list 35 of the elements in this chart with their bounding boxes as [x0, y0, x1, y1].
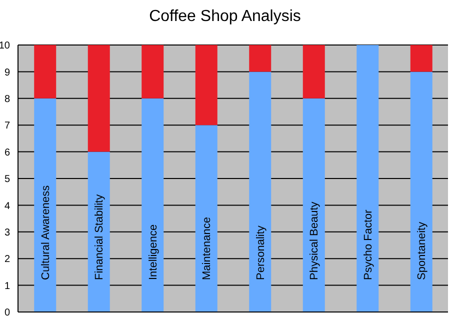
bar	[195, 125, 218, 312]
y-tick-label: 9	[4, 67, 10, 78]
y-tick-label: 7	[4, 120, 10, 132]
bar	[142, 45, 164, 98]
bar	[249, 72, 272, 312]
y-tick-label: 10	[0, 40, 10, 52]
chart-title: Coffee Shop Analysis	[148, 8, 302, 26]
x-tick-label: Financial Stability	[94, 194, 106, 280]
y-tick-label: 3	[4, 227, 10, 238]
y-tick-label: 2	[4, 254, 10, 266]
x-tick-label: Intelligence	[147, 224, 160, 280]
x-tick-label: Cultural Awareness	[40, 184, 52, 280]
y-tick-label: 4	[4, 200, 10, 212]
bar	[88, 152, 110, 312]
bar	[410, 45, 432, 72]
x-tick-label: Psycho Factor	[362, 209, 374, 280]
bar	[34, 98, 56, 312]
bar	[410, 72, 432, 312]
y-tick-label: 0	[4, 308, 10, 319]
bar	[34, 45, 56, 98]
x-tick-label: Maintenance	[201, 217, 214, 280]
x-tick-label: Personality	[254, 225, 267, 280]
y-tick-label: 8	[4, 94, 10, 105]
x-tick-label: Spontaneity	[416, 221, 428, 280]
bar	[356, 45, 379, 312]
bar	[88, 45, 110, 152]
bar	[195, 45, 218, 126]
bar	[302, 98, 325, 312]
bar	[142, 98, 164, 312]
y-tick-label: 6	[4, 147, 10, 158]
bar	[249, 45, 272, 72]
bar	[302, 45, 325, 98]
x-tick-label: Physical Beauty	[308, 201, 321, 280]
y-tick-label: 5	[4, 174, 10, 186]
y-tick-label: 1	[4, 280, 10, 292]
